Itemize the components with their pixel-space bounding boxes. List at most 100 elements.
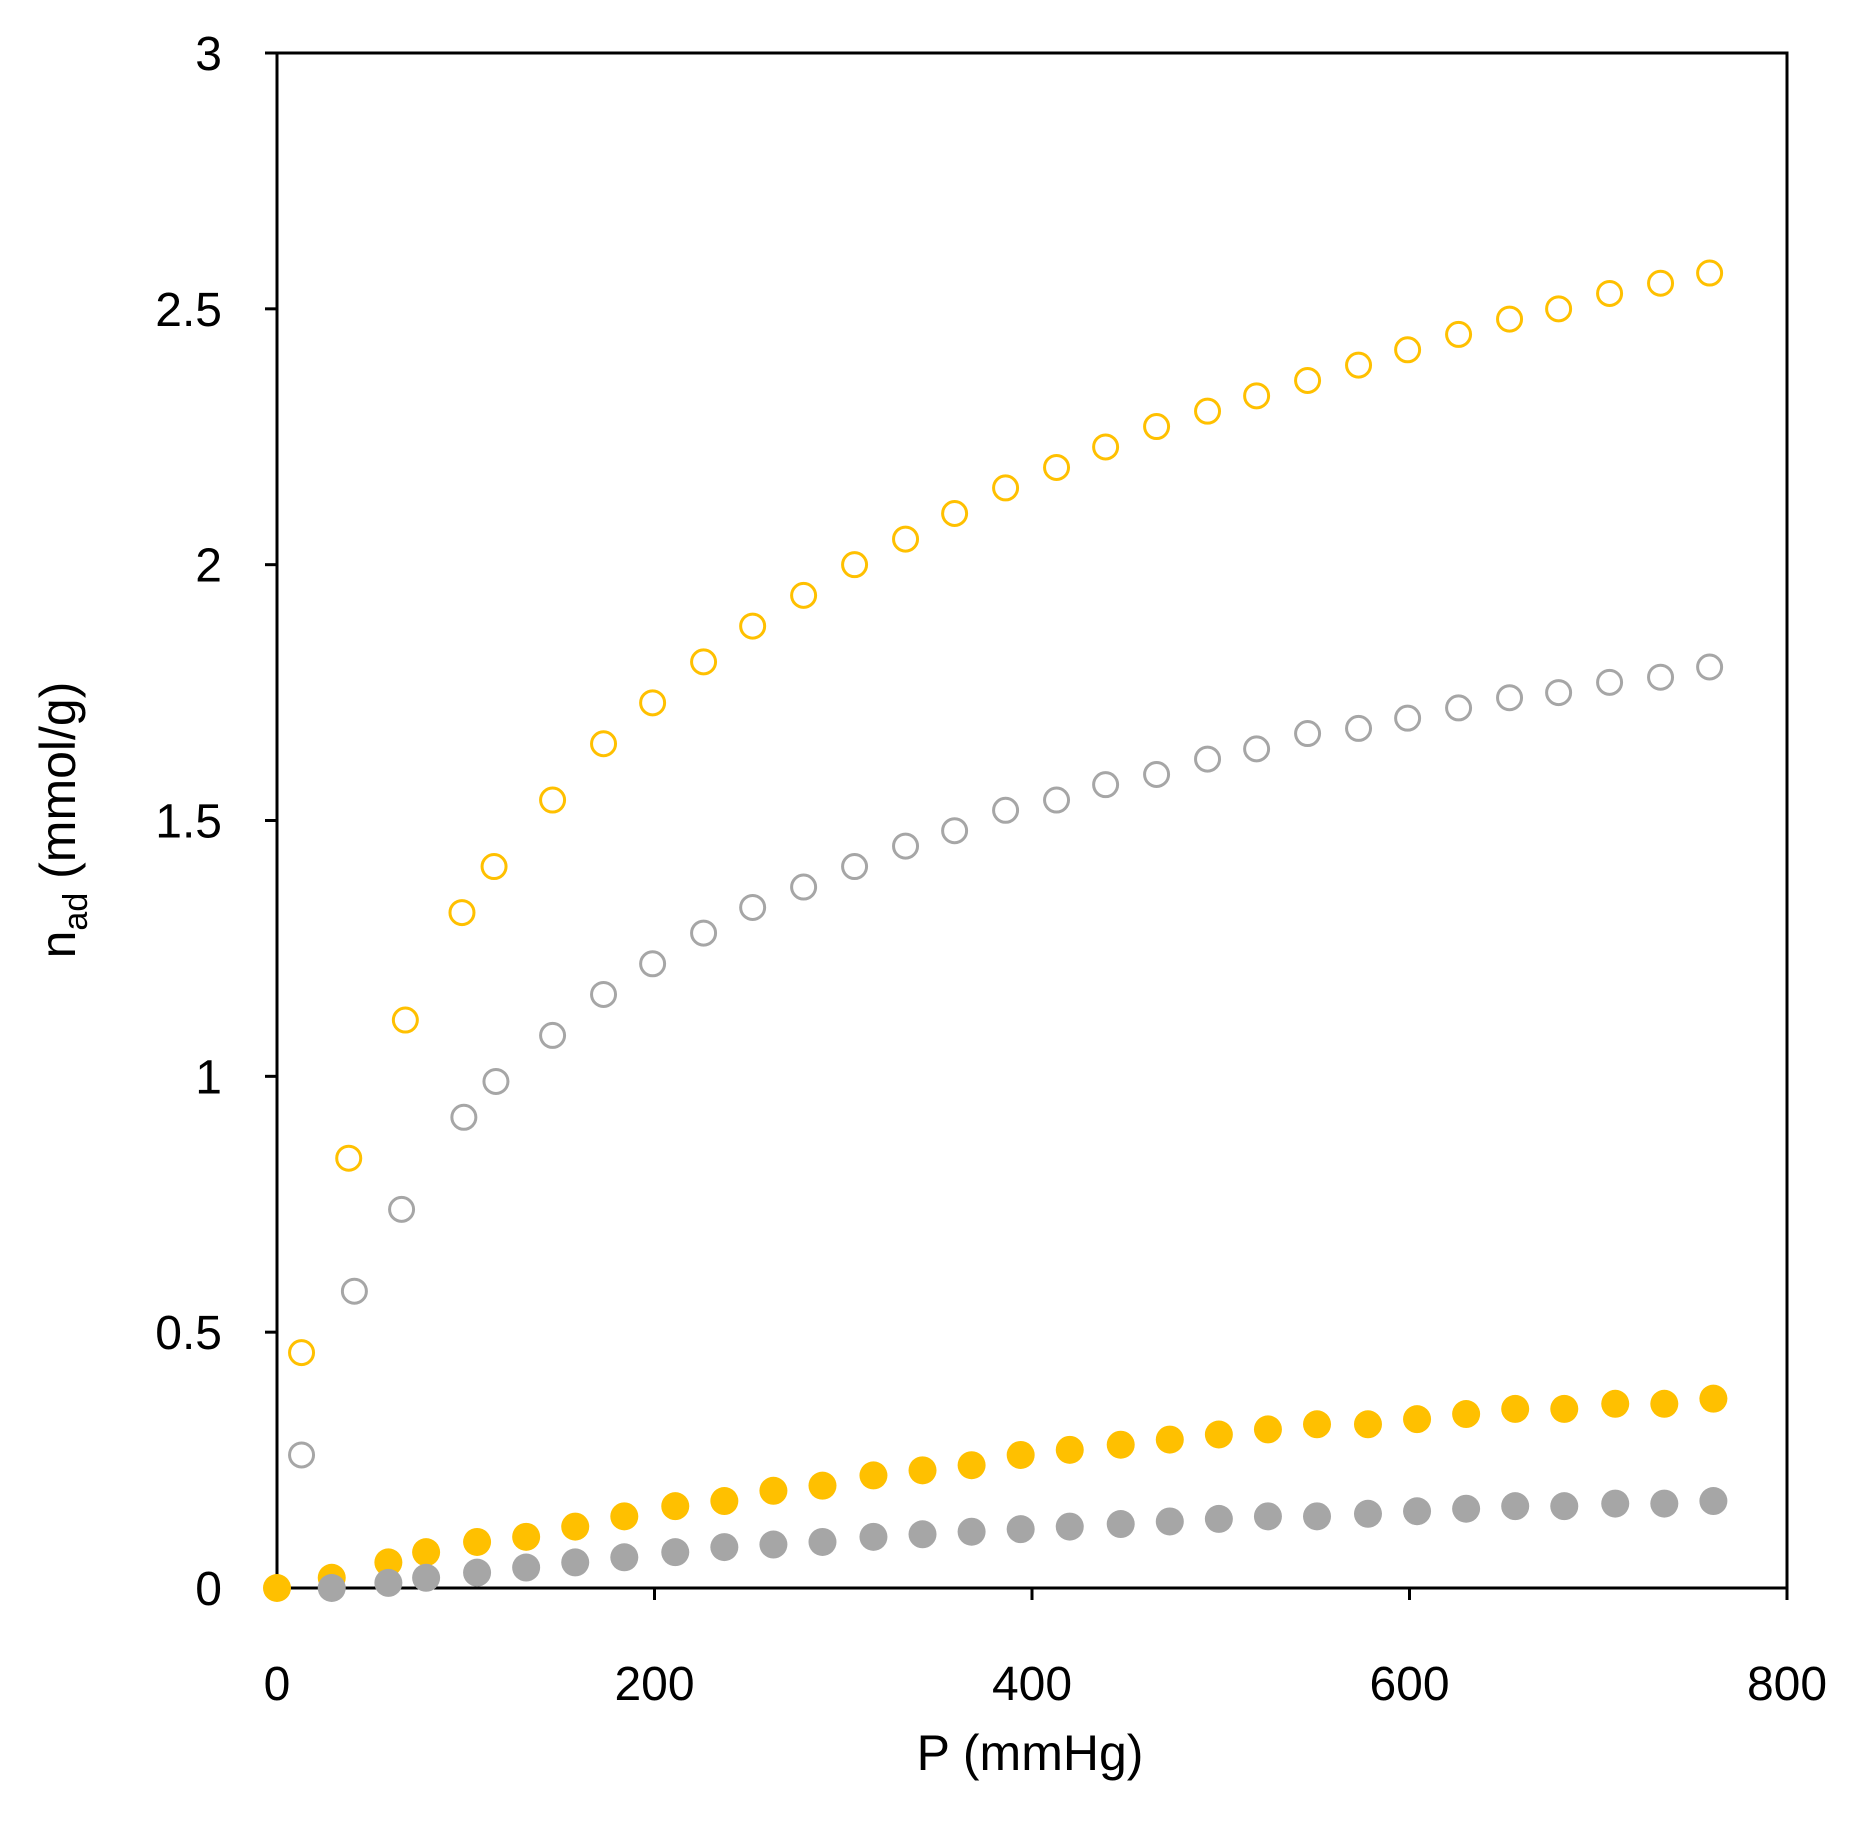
data-point: [1699, 1487, 1728, 1516]
data-point: [1092, 433, 1120, 461]
data-point: [1253, 1415, 1282, 1444]
data-point: [1696, 653, 1724, 681]
x-tick-label: 200: [614, 1658, 694, 1711]
x-axis-ticks: 0 200 400 600 800: [264, 1588, 1827, 1711]
data-point: [790, 581, 818, 609]
data-point: [1043, 786, 1071, 814]
x-tick-label: 400: [992, 1658, 1072, 1711]
data-point: [1650, 1489, 1679, 1518]
data-point: [1353, 1410, 1382, 1439]
data-point: [957, 1451, 986, 1480]
data-point: [480, 853, 508, 881]
data-point: [1545, 295, 1573, 323]
data-point: [1445, 320, 1473, 348]
data-point: [1403, 1405, 1432, 1434]
data-point: [841, 551, 869, 579]
data-point: [1550, 1492, 1579, 1521]
data-point: [1243, 735, 1271, 763]
data-point: [539, 786, 567, 814]
data-point: [957, 1517, 986, 1546]
y-axis-ticks: 0 0.5 1 1.5 2 2.5 3: [155, 28, 277, 1616]
data-point: [739, 893, 767, 921]
y-axis-title-subscript: ad: [57, 893, 95, 931]
data-point: [1501, 1394, 1530, 1423]
data-point: [710, 1533, 739, 1562]
data-point: [1303, 1502, 1332, 1531]
data-point: [1596, 279, 1624, 307]
x-tick-label: 600: [1369, 1658, 1449, 1711]
data-point: [690, 919, 718, 947]
data-point: [1550, 1394, 1579, 1423]
data-point: [739, 612, 767, 640]
data-point: [1204, 1504, 1233, 1533]
data-point: [1650, 1389, 1679, 1418]
data-point: [335, 1144, 363, 1172]
data-point: [892, 525, 920, 553]
data-point: [1006, 1440, 1035, 1469]
y-axis-title-main: n: [30, 931, 86, 959]
data-point: [590, 730, 618, 758]
data-point: [463, 1558, 492, 1587]
data-point: [808, 1471, 837, 1500]
data-point: [690, 648, 718, 676]
data-point: [992, 796, 1020, 824]
data-point: [590, 980, 618, 1008]
data-point: [1006, 1515, 1035, 1544]
data-point: [1143, 413, 1171, 441]
data-point: [908, 1520, 937, 1549]
data-point: [859, 1522, 888, 1551]
data-point: [412, 1563, 441, 1592]
data-point: [639, 689, 667, 717]
data-point: [1055, 1512, 1084, 1541]
data-point: [710, 1487, 739, 1516]
data-point: [859, 1461, 888, 1490]
y-tick-label: 1: [195, 1051, 222, 1104]
data-point: [1345, 714, 1373, 742]
y-axis-title-unit: (mmol/g): [30, 682, 86, 893]
series-2: [288, 653, 1724, 1469]
data-point: [892, 832, 920, 860]
data-point: [661, 1538, 690, 1567]
data-point: [288, 1339, 316, 1367]
data-point: [790, 873, 818, 901]
data-point: [759, 1530, 788, 1559]
data-point: [1601, 1489, 1630, 1518]
data-point: [561, 1512, 590, 1541]
data-point: [340, 1277, 368, 1305]
data-point: [561, 1548, 590, 1577]
data-point: [639, 950, 667, 978]
data-point: [512, 1553, 541, 1582]
data-point: [1106, 1510, 1135, 1539]
data-point: [841, 853, 869, 881]
data-point: [1243, 382, 1271, 410]
data-point: [1496, 684, 1524, 712]
data-point: [317, 1574, 346, 1602]
data-point: [374, 1568, 403, 1597]
data-point: [1596, 668, 1624, 696]
data-point: [1204, 1420, 1233, 1449]
data-point: [1545, 679, 1573, 707]
series-4: [317, 1487, 1728, 1602]
data-point: [539, 1021, 567, 1049]
data-point: [1452, 1400, 1481, 1429]
data-point: [1445, 694, 1473, 722]
y-tick-label: 2: [195, 540, 222, 593]
data-point: [1403, 1497, 1432, 1526]
data-point: [808, 1527, 837, 1556]
data-point: [992, 474, 1020, 502]
data-point: [1345, 351, 1373, 379]
y-tick-label: 0.5: [155, 1307, 222, 1360]
data-point: [610, 1543, 639, 1572]
plot-frame: [275, 51, 1789, 1590]
data-point: [1394, 704, 1422, 732]
data-point: [1496, 305, 1524, 333]
data-point: [1155, 1425, 1184, 1454]
data-point: [512, 1522, 541, 1551]
data-point: [1106, 1430, 1135, 1459]
data-point: [1155, 1507, 1184, 1536]
data-point: [388, 1195, 416, 1223]
data-point: [391, 1006, 419, 1034]
data-point: [263, 1574, 291, 1602]
data-point: [1055, 1435, 1084, 1464]
